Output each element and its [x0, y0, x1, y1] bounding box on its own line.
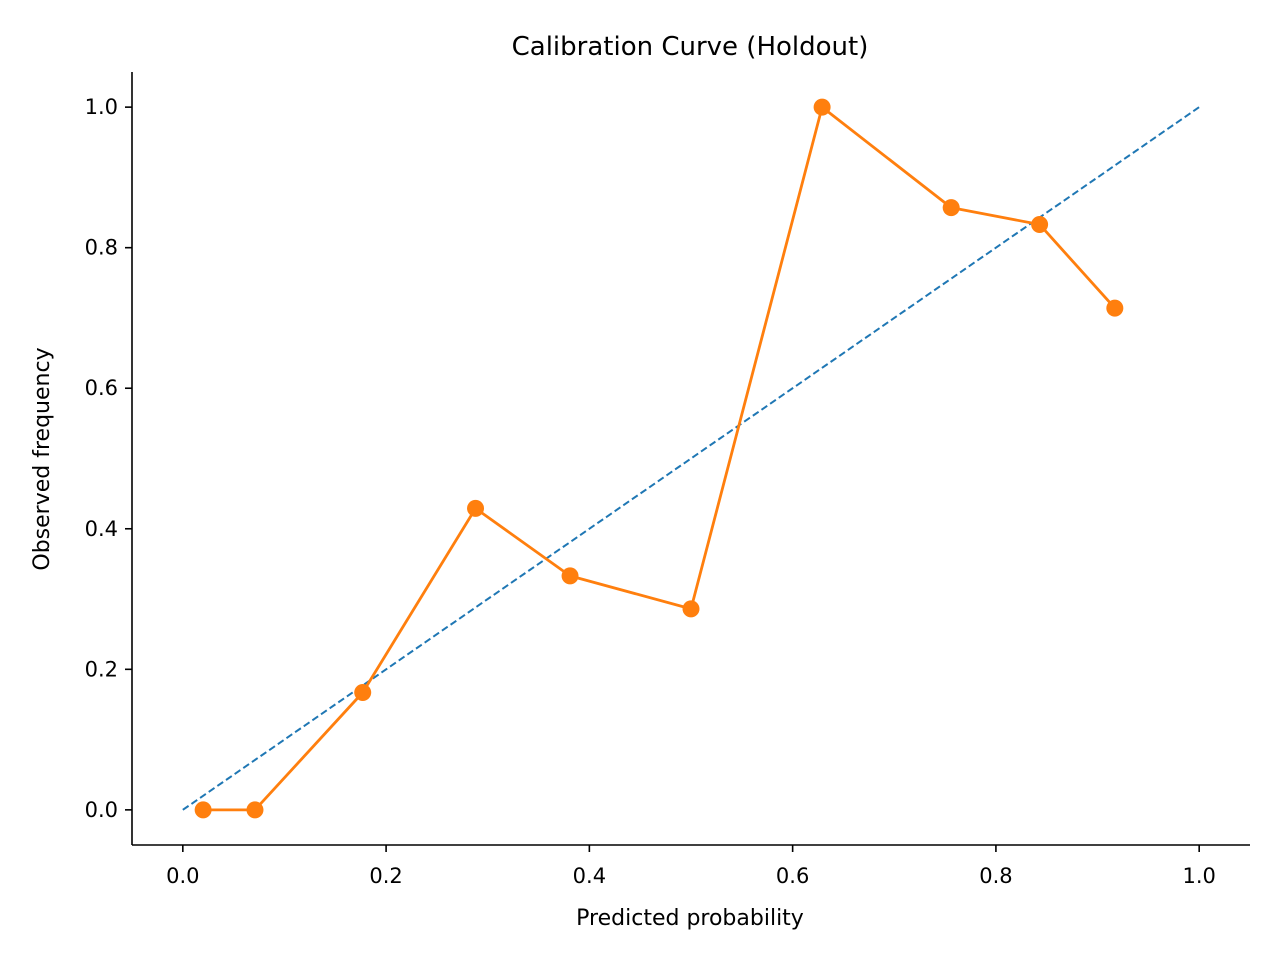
calibration-point: [813, 98, 831, 116]
calibration-point: [246, 801, 264, 819]
calibration-point: [467, 499, 485, 517]
y-axis-label: Observed frequency: [30, 347, 55, 570]
x-tick-label: 0.2: [369, 864, 402, 888]
y-tick-label: 0.2: [85, 657, 118, 681]
chart-title: Calibration Curve (Holdout): [512, 32, 869, 62]
x-tick-label: 0.6: [776, 864, 809, 888]
y-tick-label: 0.0: [85, 798, 118, 822]
y-tick-label: 0.6: [85, 376, 118, 400]
calibration-point: [682, 600, 700, 618]
x-tick-label: 0.4: [573, 864, 606, 888]
y-axis: 0.0 0.2 0.4 0.6 0.8 1.0: [85, 72, 133, 845]
reference-diagonal-line: [182, 106, 1200, 811]
x-tick-label: 0.8: [979, 864, 1012, 888]
x-tick-label: 1.0: [1182, 864, 1215, 888]
plot-area: [182, 98, 1200, 819]
calibration-point: [194, 801, 212, 819]
y-tick-label: 0.8: [85, 236, 118, 260]
y-tick-label: 0.4: [85, 517, 118, 541]
calibration-point: [354, 684, 372, 702]
x-axis: 0.0 0.2 0.4 0.6 0.8 1.0: [132, 844, 1250, 888]
calibration-point: [561, 567, 579, 585]
calibration-point: [1106, 299, 1124, 317]
x-axis-label: Predicted probability: [576, 906, 804, 931]
calibration-point: [1031, 215, 1049, 233]
calibration-line: [203, 105, 1116, 812]
y-tick-label: 1.0: [85, 95, 118, 119]
x-tick-label: 0.0: [166, 864, 199, 888]
calibration-point: [942, 199, 960, 217]
